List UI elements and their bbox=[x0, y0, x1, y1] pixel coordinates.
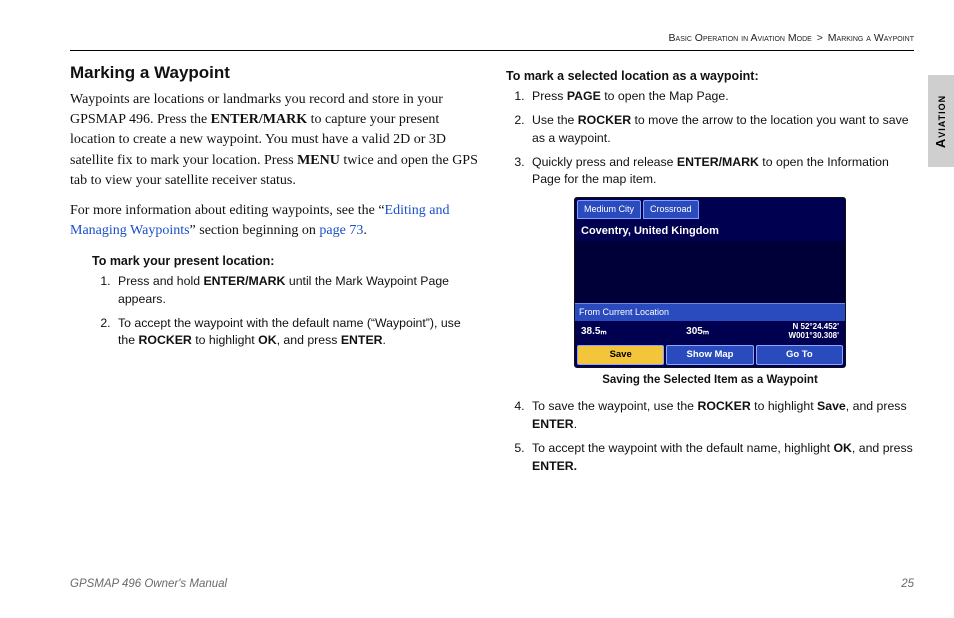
key-enter-mark: ENTER/MARK bbox=[203, 274, 285, 288]
text: For more information about editing waypo… bbox=[70, 203, 385, 218]
side-tab-label: Aviation bbox=[934, 94, 949, 147]
text: , and press bbox=[852, 441, 913, 455]
text: . bbox=[383, 333, 386, 347]
breadcrumb: Basic Operation in Aviation Mode > Marki… bbox=[70, 32, 914, 44]
key-page: PAGE bbox=[567, 89, 601, 103]
left-column: Marking a Waypoint Waypoints are locatio… bbox=[70, 61, 478, 482]
breadcrumb-a: Basic Operation in Aviation Mode bbox=[669, 32, 812, 44]
section-title: Marking a Waypoint bbox=[70, 61, 478, 86]
divider-line bbox=[70, 50, 914, 51]
step-5: To accept the waypoint with the default … bbox=[528, 440, 914, 476]
page-content: Basic Operation in Aviation Mode > Marki… bbox=[70, 32, 914, 588]
footer-left: GPSMAP 496 Owner's Manual bbox=[70, 578, 227, 590]
device-showmap-button: Show Map bbox=[666, 345, 753, 365]
key-enter-mark: ENTER/MARK bbox=[677, 155, 759, 169]
device-lon: W001°30.308' bbox=[789, 332, 839, 341]
device-tabs: Medium City Crossroad bbox=[575, 198, 845, 221]
device-bearing: 305ₘ bbox=[686, 325, 709, 340]
intro-para-2: For more information about editing waypo… bbox=[70, 201, 478, 242]
step-2: To accept the waypoint with the default … bbox=[114, 315, 478, 351]
step-3: Quickly press and release ENTER/MARK to … bbox=[528, 154, 914, 190]
device-tab-city: Medium City bbox=[577, 200, 641, 219]
section-side-tab: Aviation bbox=[928, 75, 954, 167]
key-ok: OK bbox=[258, 333, 276, 347]
text: to highlight bbox=[192, 333, 258, 347]
text: to highlight bbox=[751, 399, 817, 413]
steps-selected-location-cont: To save the waypoint, use the ROCKER to … bbox=[528, 398, 914, 475]
text: Press bbox=[532, 89, 567, 103]
footer-page-number: 25 bbox=[901, 578, 914, 590]
subhead-present-location: To mark your present location: bbox=[92, 252, 478, 270]
steps-present-location: Press and hold ENTER/MARK until the Mark… bbox=[114, 273, 478, 350]
text: Quickly press and release bbox=[532, 155, 677, 169]
device-buttons: Save Show Map Go To bbox=[575, 343, 845, 367]
key-enter: ENTER bbox=[532, 417, 574, 431]
footer: GPSMAP 496 Owner's Manual 25 bbox=[70, 578, 914, 590]
step-4: To save the waypoint, use the ROCKER to … bbox=[528, 398, 914, 434]
text: . bbox=[574, 417, 577, 431]
text: Press and hold bbox=[118, 274, 203, 288]
subhead-selected-location: To mark a selected location as a waypoin… bbox=[506, 67, 914, 85]
device-tab-crossroad: Crossroad bbox=[643, 200, 699, 219]
breadcrumb-sep: > bbox=[817, 32, 823, 44]
device-body bbox=[575, 241, 845, 303]
key-ok: OK bbox=[833, 441, 851, 455]
step-1: Press and hold ENTER/MARK until the Mark… bbox=[114, 273, 478, 309]
link-page-73[interactable]: page 73 bbox=[319, 223, 363, 238]
steps-selected-location: Press PAGE to open the Map Page. Use the… bbox=[528, 88, 914, 189]
text: To save the waypoint, use the bbox=[532, 399, 697, 413]
step-1: Press PAGE to open the Map Page. bbox=[528, 88, 914, 106]
text: ” section beginning on bbox=[190, 223, 320, 238]
intro-para-1: Waypoints are locations or landmarks you… bbox=[70, 90, 478, 191]
text: Use the bbox=[532, 113, 578, 127]
key-rocker: ROCKER bbox=[697, 399, 750, 413]
key-enter-mark: ENTER/MARK bbox=[211, 112, 307, 127]
key-rocker: ROCKER bbox=[139, 333, 192, 347]
device-screenshot: Medium City Crossroad Coventry, United K… bbox=[574, 197, 846, 367]
device-save-button: Save bbox=[577, 345, 664, 365]
text: to open the Map Page. bbox=[601, 89, 729, 103]
device-title: Coventry, United Kingdom bbox=[575, 221, 845, 241]
text: , and press bbox=[846, 399, 907, 413]
key-menu: MENU bbox=[297, 153, 340, 168]
device-goto-button: Go To bbox=[756, 345, 843, 365]
key-enter: ENTER bbox=[341, 333, 383, 347]
step-2: Use the ROCKER to move the arrow to the … bbox=[528, 112, 914, 148]
device-coords: N 52°24.452' W001°30.308' bbox=[789, 323, 839, 341]
key-save: Save bbox=[817, 399, 846, 413]
device-distance: 38.5ₘ bbox=[581, 325, 607, 340]
device-from-label: From Current Location bbox=[575, 303, 845, 321]
text: To accept the waypoint with the default … bbox=[532, 441, 833, 455]
key-enter: ENTER. bbox=[532, 459, 577, 473]
screenshot-caption: Saving the Selected Item as a Waypoint bbox=[506, 372, 914, 389]
text: . bbox=[363, 223, 367, 238]
columns: Marking a Waypoint Waypoints are locatio… bbox=[70, 61, 914, 482]
right-column: To mark a selected location as a waypoin… bbox=[506, 61, 914, 482]
key-rocker: ROCKER bbox=[578, 113, 631, 127]
text: , and press bbox=[277, 333, 341, 347]
device-info-row: 38.5ₘ 305ₘ N 52°24.452' W001°30.308' bbox=[575, 321, 845, 343]
breadcrumb-b: Marking a Waypoint bbox=[828, 32, 914, 44]
